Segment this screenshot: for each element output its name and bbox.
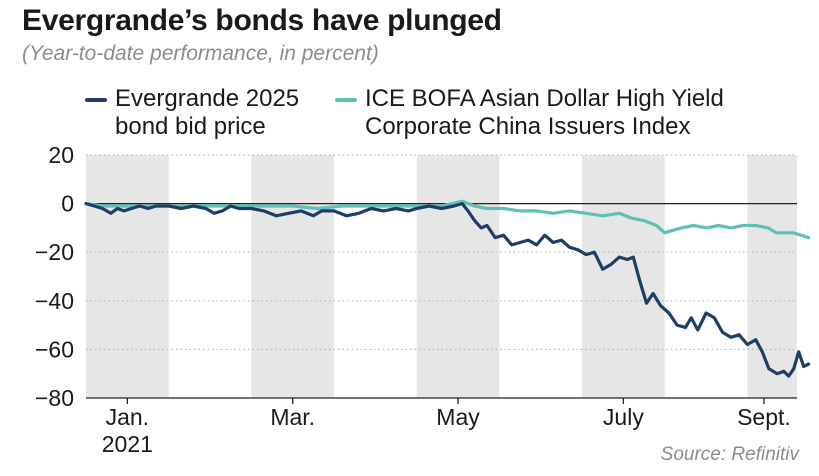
legend-line-1: ICE BOFA Asian Dollar High Yield [365, 85, 724, 112]
month-band-4 [747, 155, 797, 398]
month-bands [86, 155, 797, 398]
x-tick-label: Sept. [737, 404, 791, 430]
legend-label-ice: ICE BOFA Asian Dollar High Yield Corpora… [365, 85, 724, 141]
month-band-2 [416, 155, 500, 398]
series-line-evergrande [84, 202, 811, 378]
x-tick-label: Jan. [106, 404, 149, 430]
gridlines [86, 154, 797, 399]
x-tick-label: Mar. [270, 404, 315, 430]
source-note: Source: Refinitiv [660, 444, 799, 465]
month-band-1 [251, 155, 335, 398]
legend-swatch-ice [335, 98, 357, 102]
y-tick-label: −20 [35, 239, 74, 265]
y-tick-label: 0 [61, 191, 74, 217]
y-tick-label: −80 [35, 385, 74, 411]
chart-title: Evergrande’s bonds have plunged [22, 4, 502, 37]
series-lines [84, 199, 811, 378]
legend-swatch-evergrande [85, 98, 107, 102]
x-axis-ticks: Jan.2021 Mar. May July Sept. [102, 398, 791, 457]
y-tick-label: −40 [35, 288, 74, 314]
month-band-0 [86, 155, 169, 398]
y-tick-label: 20 [48, 142, 74, 168]
legend-line-2: Corporate China Issuers Index [365, 113, 691, 140]
y-axis-ticks: 20 0 −20 −40 −60 −80 [35, 142, 74, 411]
x-tick-label: July [603, 404, 644, 430]
legend-label-evergrande: Evergrande 2025 bond bid price [115, 85, 299, 141]
chart-subtitle: (Year-to-date performance, in percent) [22, 42, 379, 65]
month-band-3 [582, 155, 665, 398]
x-tick-label: May [436, 404, 480, 430]
legend-line-1: Evergrande 2025 [115, 85, 300, 112]
y-tick-label: −60 [35, 336, 74, 362]
legend-line-2: bond bid price [115, 113, 266, 140]
x-tick-label-year: 2021 [102, 431, 153, 457]
